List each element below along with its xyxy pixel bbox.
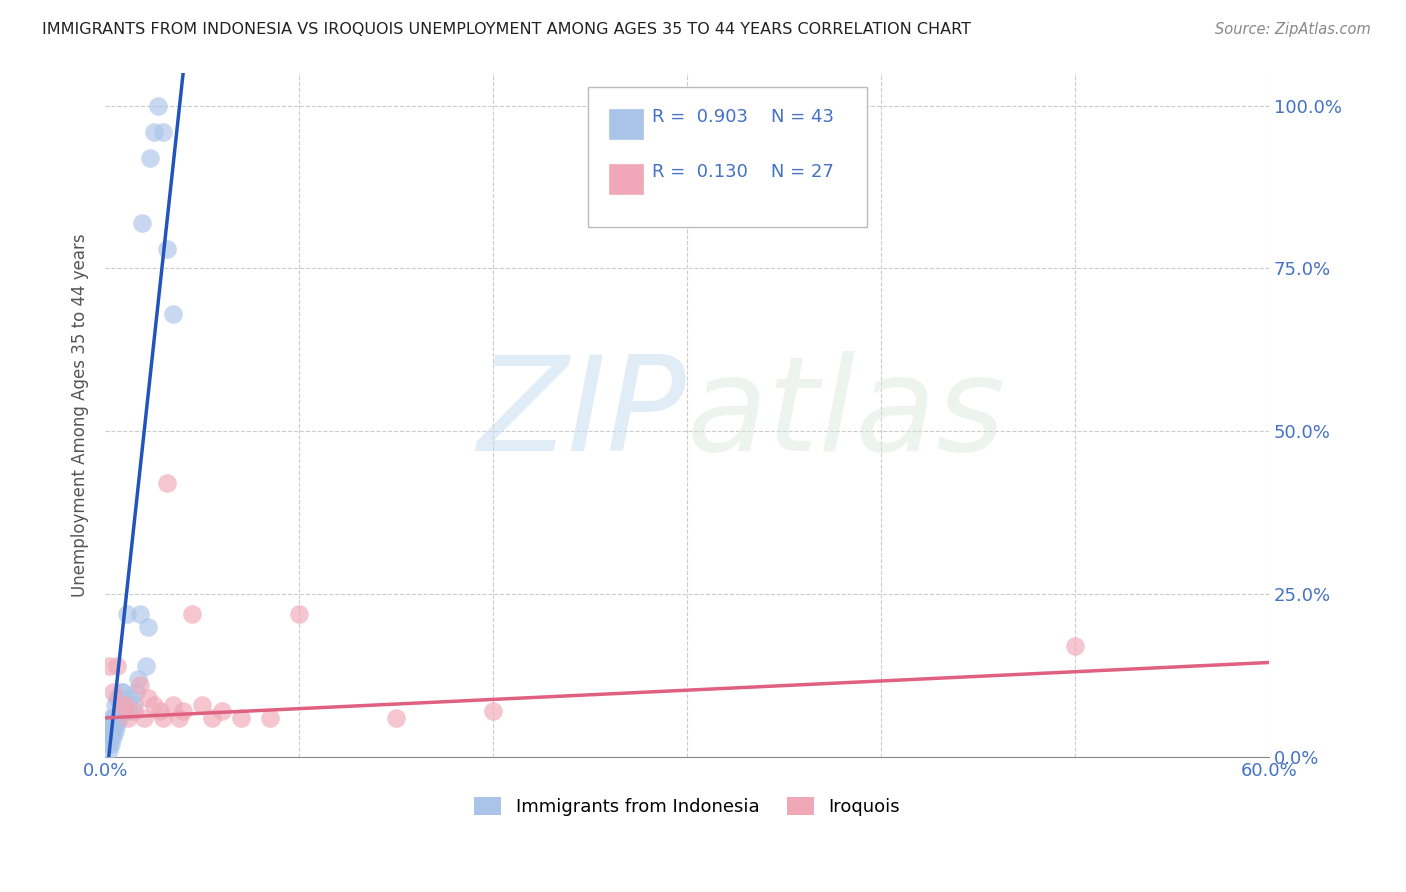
Point: [101, 717, 124, 731]
Point: [127, 672, 149, 686]
Point: [101, 685, 124, 699]
Point: [104, 698, 127, 712]
Point: [129, 607, 152, 621]
Point: [101, 723, 124, 738]
Point: [98, 731, 121, 745]
Point: [136, 620, 159, 634]
Point: [162, 698, 184, 712]
Point: [104, 711, 127, 725]
Point: [117, 711, 139, 725]
Point: [100, 731, 122, 745]
Point: [105, 711, 128, 725]
Text: ZIP: ZIP: [478, 351, 688, 478]
Point: [105, 691, 128, 706]
Point: [98, 723, 121, 738]
Point: [259, 711, 281, 725]
Point: [115, 607, 138, 621]
Point: [120, 691, 142, 706]
Point: [1064, 639, 1087, 653]
Point: [107, 691, 129, 706]
Point: [124, 698, 146, 712]
Point: [100, 711, 122, 725]
Point: [129, 678, 152, 692]
Point: [111, 685, 134, 699]
FancyBboxPatch shape: [609, 164, 643, 194]
Point: [211, 704, 233, 718]
Point: [135, 658, 157, 673]
FancyBboxPatch shape: [609, 109, 643, 139]
Point: [136, 691, 159, 706]
Point: [142, 698, 165, 712]
Point: [156, 242, 179, 256]
Point: [152, 125, 174, 139]
FancyBboxPatch shape: [588, 87, 868, 227]
Point: [114, 698, 136, 712]
Point: [191, 698, 214, 712]
Point: [148, 704, 170, 718]
Point: [124, 704, 146, 718]
Point: [167, 711, 190, 725]
Point: [117, 704, 139, 718]
Point: [110, 698, 132, 712]
Text: Source: ZipAtlas.com: Source: ZipAtlas.com: [1215, 22, 1371, 37]
Point: [98, 737, 121, 751]
Point: [385, 711, 408, 725]
Point: [104, 717, 127, 731]
Point: [229, 711, 252, 725]
Point: [181, 607, 204, 621]
Point: [125, 685, 148, 699]
Point: [146, 98, 169, 112]
Point: [100, 723, 122, 738]
Point: [288, 607, 311, 621]
Point: [101, 731, 124, 745]
Point: [139, 151, 162, 165]
Point: [201, 711, 224, 725]
Point: [104, 723, 127, 738]
Text: atlas: atlas: [688, 351, 1005, 478]
Point: [100, 737, 122, 751]
Point: [107, 711, 129, 725]
Point: [111, 704, 134, 718]
Point: [100, 717, 122, 731]
Point: [172, 704, 194, 718]
Point: [105, 658, 128, 673]
Point: [98, 743, 121, 757]
Point: [98, 658, 121, 673]
Legend: Immigrants from Indonesia, Iroquois: Immigrants from Indonesia, Iroquois: [467, 789, 907, 823]
Point: [110, 704, 132, 718]
Point: [142, 125, 165, 139]
Point: [156, 476, 179, 491]
Point: [105, 717, 128, 731]
Point: [482, 704, 505, 718]
Text: R =  0.903    N = 43: R = 0.903 N = 43: [652, 109, 834, 127]
Point: [101, 711, 124, 725]
Point: [110, 685, 132, 699]
Point: [162, 307, 184, 321]
Point: [131, 216, 153, 230]
Point: [132, 711, 155, 725]
Text: R =  0.130    N = 27: R = 0.130 N = 27: [652, 163, 834, 181]
Y-axis label: Unemployment Among Ages 35 to 44 years: Unemployment Among Ages 35 to 44 years: [72, 233, 89, 597]
Point: [114, 698, 136, 712]
Point: [152, 711, 174, 725]
Text: IMMIGRANTS FROM INDONESIA VS IROQUOIS UNEMPLOYMENT AMONG AGES 35 TO 44 YEARS COR: IMMIGRANTS FROM INDONESIA VS IROQUOIS UN…: [42, 22, 972, 37]
